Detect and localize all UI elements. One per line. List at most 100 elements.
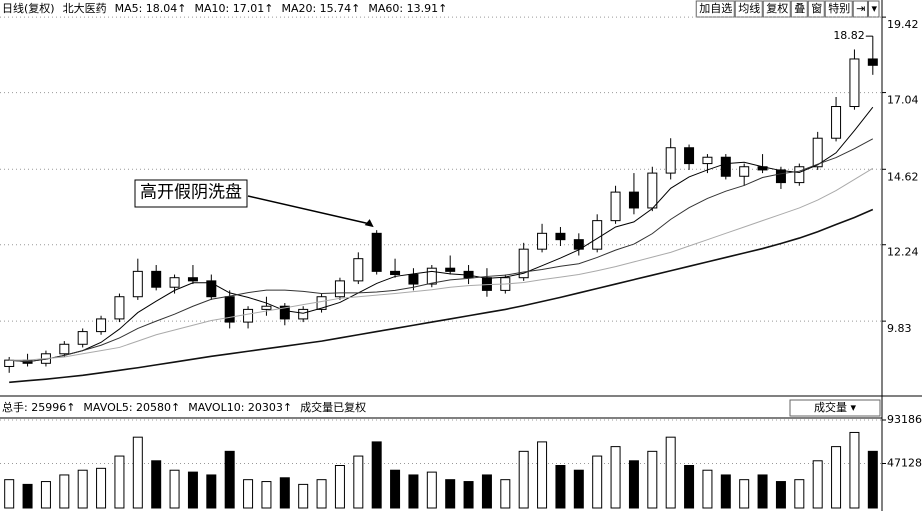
toolbar-button[interactable]: 特别 [828, 1, 850, 15]
volume-bar [298, 483, 309, 509]
volume-bar [610, 446, 621, 509]
candle-body [353, 258, 364, 282]
volume-bar [353, 455, 364, 509]
volume-bar [867, 450, 878, 509]
volume-bar [849, 431, 860, 509]
candle-body [334, 280, 345, 298]
candle-body [481, 277, 492, 291]
volume-bar [794, 479, 805, 509]
volume-header-item: MAVOL5: 20580↑ [83, 401, 180, 414]
volume-bar [279, 477, 290, 509]
header-item: 北大医药 [63, 1, 107, 15]
ma-line [9, 138, 874, 363]
candle-body [298, 308, 309, 320]
volume-bar [224, 450, 235, 509]
volume-header-item: 总手: 25996↑ [2, 400, 75, 414]
toolbar-button[interactable]: 窗 [811, 1, 822, 15]
candle-body [555, 232, 566, 241]
candle-body [702, 156, 713, 165]
toolbar-button[interactable]: 加自选 [699, 2, 732, 15]
candle-body [849, 58, 860, 108]
volume-bar [169, 469, 180, 509]
candle-body [628, 191, 639, 209]
header-item: MA20: 15.74↑ [281, 2, 360, 15]
y-tick-label: 17.04 [887, 94, 919, 107]
volume-bar [59, 474, 70, 509]
ma-line [9, 167, 874, 361]
volume-bar [647, 450, 658, 509]
toolbar-button[interactable]: 叠 [794, 2, 805, 15]
volume-bar [151, 460, 162, 509]
candle-body [206, 280, 217, 298]
candle-body [371, 232, 382, 272]
ma-line [9, 106, 874, 363]
volume-bar [22, 483, 33, 509]
volume-bar [757, 474, 768, 509]
volume-bar [831, 446, 842, 509]
volume-bar [445, 479, 456, 509]
candle-body [537, 232, 548, 250]
volume-bar [702, 469, 713, 509]
volume-bar [77, 469, 88, 509]
candle-body [224, 296, 235, 323]
volume-bar [187, 471, 198, 509]
candle-body [518, 248, 529, 279]
volume-bar [390, 469, 401, 509]
header-item: MA60: 13.91↑ [368, 2, 447, 15]
volume-bar [40, 481, 51, 509]
volume-bar [334, 465, 345, 509]
candle-body [390, 270, 401, 276]
volume-bar [500, 479, 511, 509]
volume-bar [555, 465, 566, 509]
candle-body [279, 305, 290, 320]
toolbar-button[interactable]: 复权 [766, 1, 788, 15]
button-frame [790, 0, 808, 18]
volume-menu[interactable]: 成交量 ▾ [814, 400, 856, 414]
candle-body [647, 172, 658, 209]
volume-bar [739, 479, 750, 509]
candle-body [739, 166, 750, 177]
volume-bar [592, 455, 603, 509]
volume-bar [665, 436, 676, 509]
volume-bar [426, 471, 437, 509]
volume-bar [243, 479, 254, 509]
volume-tick-label: 93186 [887, 413, 922, 426]
volume-bar [481, 474, 492, 509]
volume-bar [812, 460, 823, 509]
candle-body [720, 156, 731, 177]
candle-body [408, 274, 419, 285]
volume-bar [463, 481, 474, 509]
volume-bar [573, 469, 584, 509]
candle-body [243, 308, 254, 323]
volume-bar [132, 436, 143, 509]
header-item: MA5: 18.04↑ [115, 2, 187, 15]
annotation: 高开假阴洗盘 [140, 183, 242, 203]
candle-body [592, 220, 603, 250]
toolbar-button[interactable]: ⇥ [856, 2, 865, 15]
header-item: MA10: 17.01↑ [195, 2, 274, 15]
volume-bar [775, 481, 786, 509]
toolbar-button[interactable]: 均线 [738, 1, 760, 15]
candle-body [445, 267, 456, 272]
candle-body [187, 277, 198, 282]
candle-body [573, 239, 584, 250]
annotation-box [134, 179, 248, 208]
candle-body [151, 270, 162, 288]
volume-bar [4, 479, 15, 509]
candle-body [261, 305, 272, 310]
candle-body [59, 343, 70, 355]
toolbar-button[interactable]: ▾ [871, 2, 877, 15]
arrow-head [364, 219, 374, 228]
y-tick-label: 9.83 [887, 322, 912, 335]
volume-menu-frame [789, 399, 881, 417]
volume-bar [96, 467, 107, 509]
candle-body [775, 169, 786, 184]
candle-body [610, 191, 621, 222]
volume-bar [518, 450, 529, 509]
annotation-arrow [247, 195, 371, 225]
volume-bar [720, 474, 731, 509]
candle-body [812, 137, 823, 168]
volume-header-item: 成交量已复权 [300, 400, 366, 414]
